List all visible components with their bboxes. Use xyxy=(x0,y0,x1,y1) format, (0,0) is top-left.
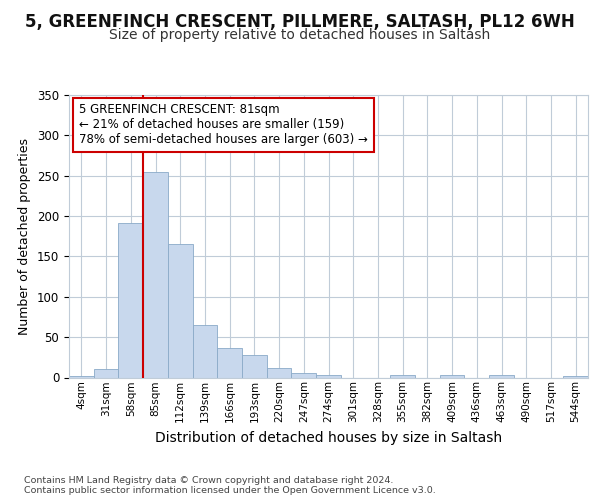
Bar xyxy=(292,374,316,378)
Bar xyxy=(143,172,168,378)
Text: 5, GREENFINCH CRESCENT, PILLMERE, SALTASH, PL12 6WH: 5, GREENFINCH CRESCENT, PILLMERE, SALTAS… xyxy=(25,12,575,30)
Bar xyxy=(316,375,341,378)
Text: Contains HM Land Registry data © Crown copyright and database right 2024.
Contai: Contains HM Land Registry data © Crown c… xyxy=(24,476,436,495)
Bar xyxy=(390,375,415,378)
Bar xyxy=(242,355,267,378)
Bar xyxy=(118,222,143,378)
Bar xyxy=(563,376,588,378)
Text: 5 GREENFINCH CRESCENT: 81sqm
← 21% of detached houses are smaller (159)
78% of s: 5 GREENFINCH CRESCENT: 81sqm ← 21% of de… xyxy=(79,104,368,146)
Text: Size of property relative to detached houses in Saltash: Size of property relative to detached ho… xyxy=(109,28,491,42)
X-axis label: Distribution of detached houses by size in Saltash: Distribution of detached houses by size … xyxy=(155,430,502,444)
Bar xyxy=(168,244,193,378)
Bar xyxy=(69,376,94,378)
Bar xyxy=(489,375,514,378)
Y-axis label: Number of detached properties: Number of detached properties xyxy=(19,138,31,335)
Bar xyxy=(267,368,292,378)
Bar xyxy=(217,348,242,378)
Bar xyxy=(94,370,118,378)
Bar xyxy=(440,375,464,378)
Bar xyxy=(193,325,217,378)
